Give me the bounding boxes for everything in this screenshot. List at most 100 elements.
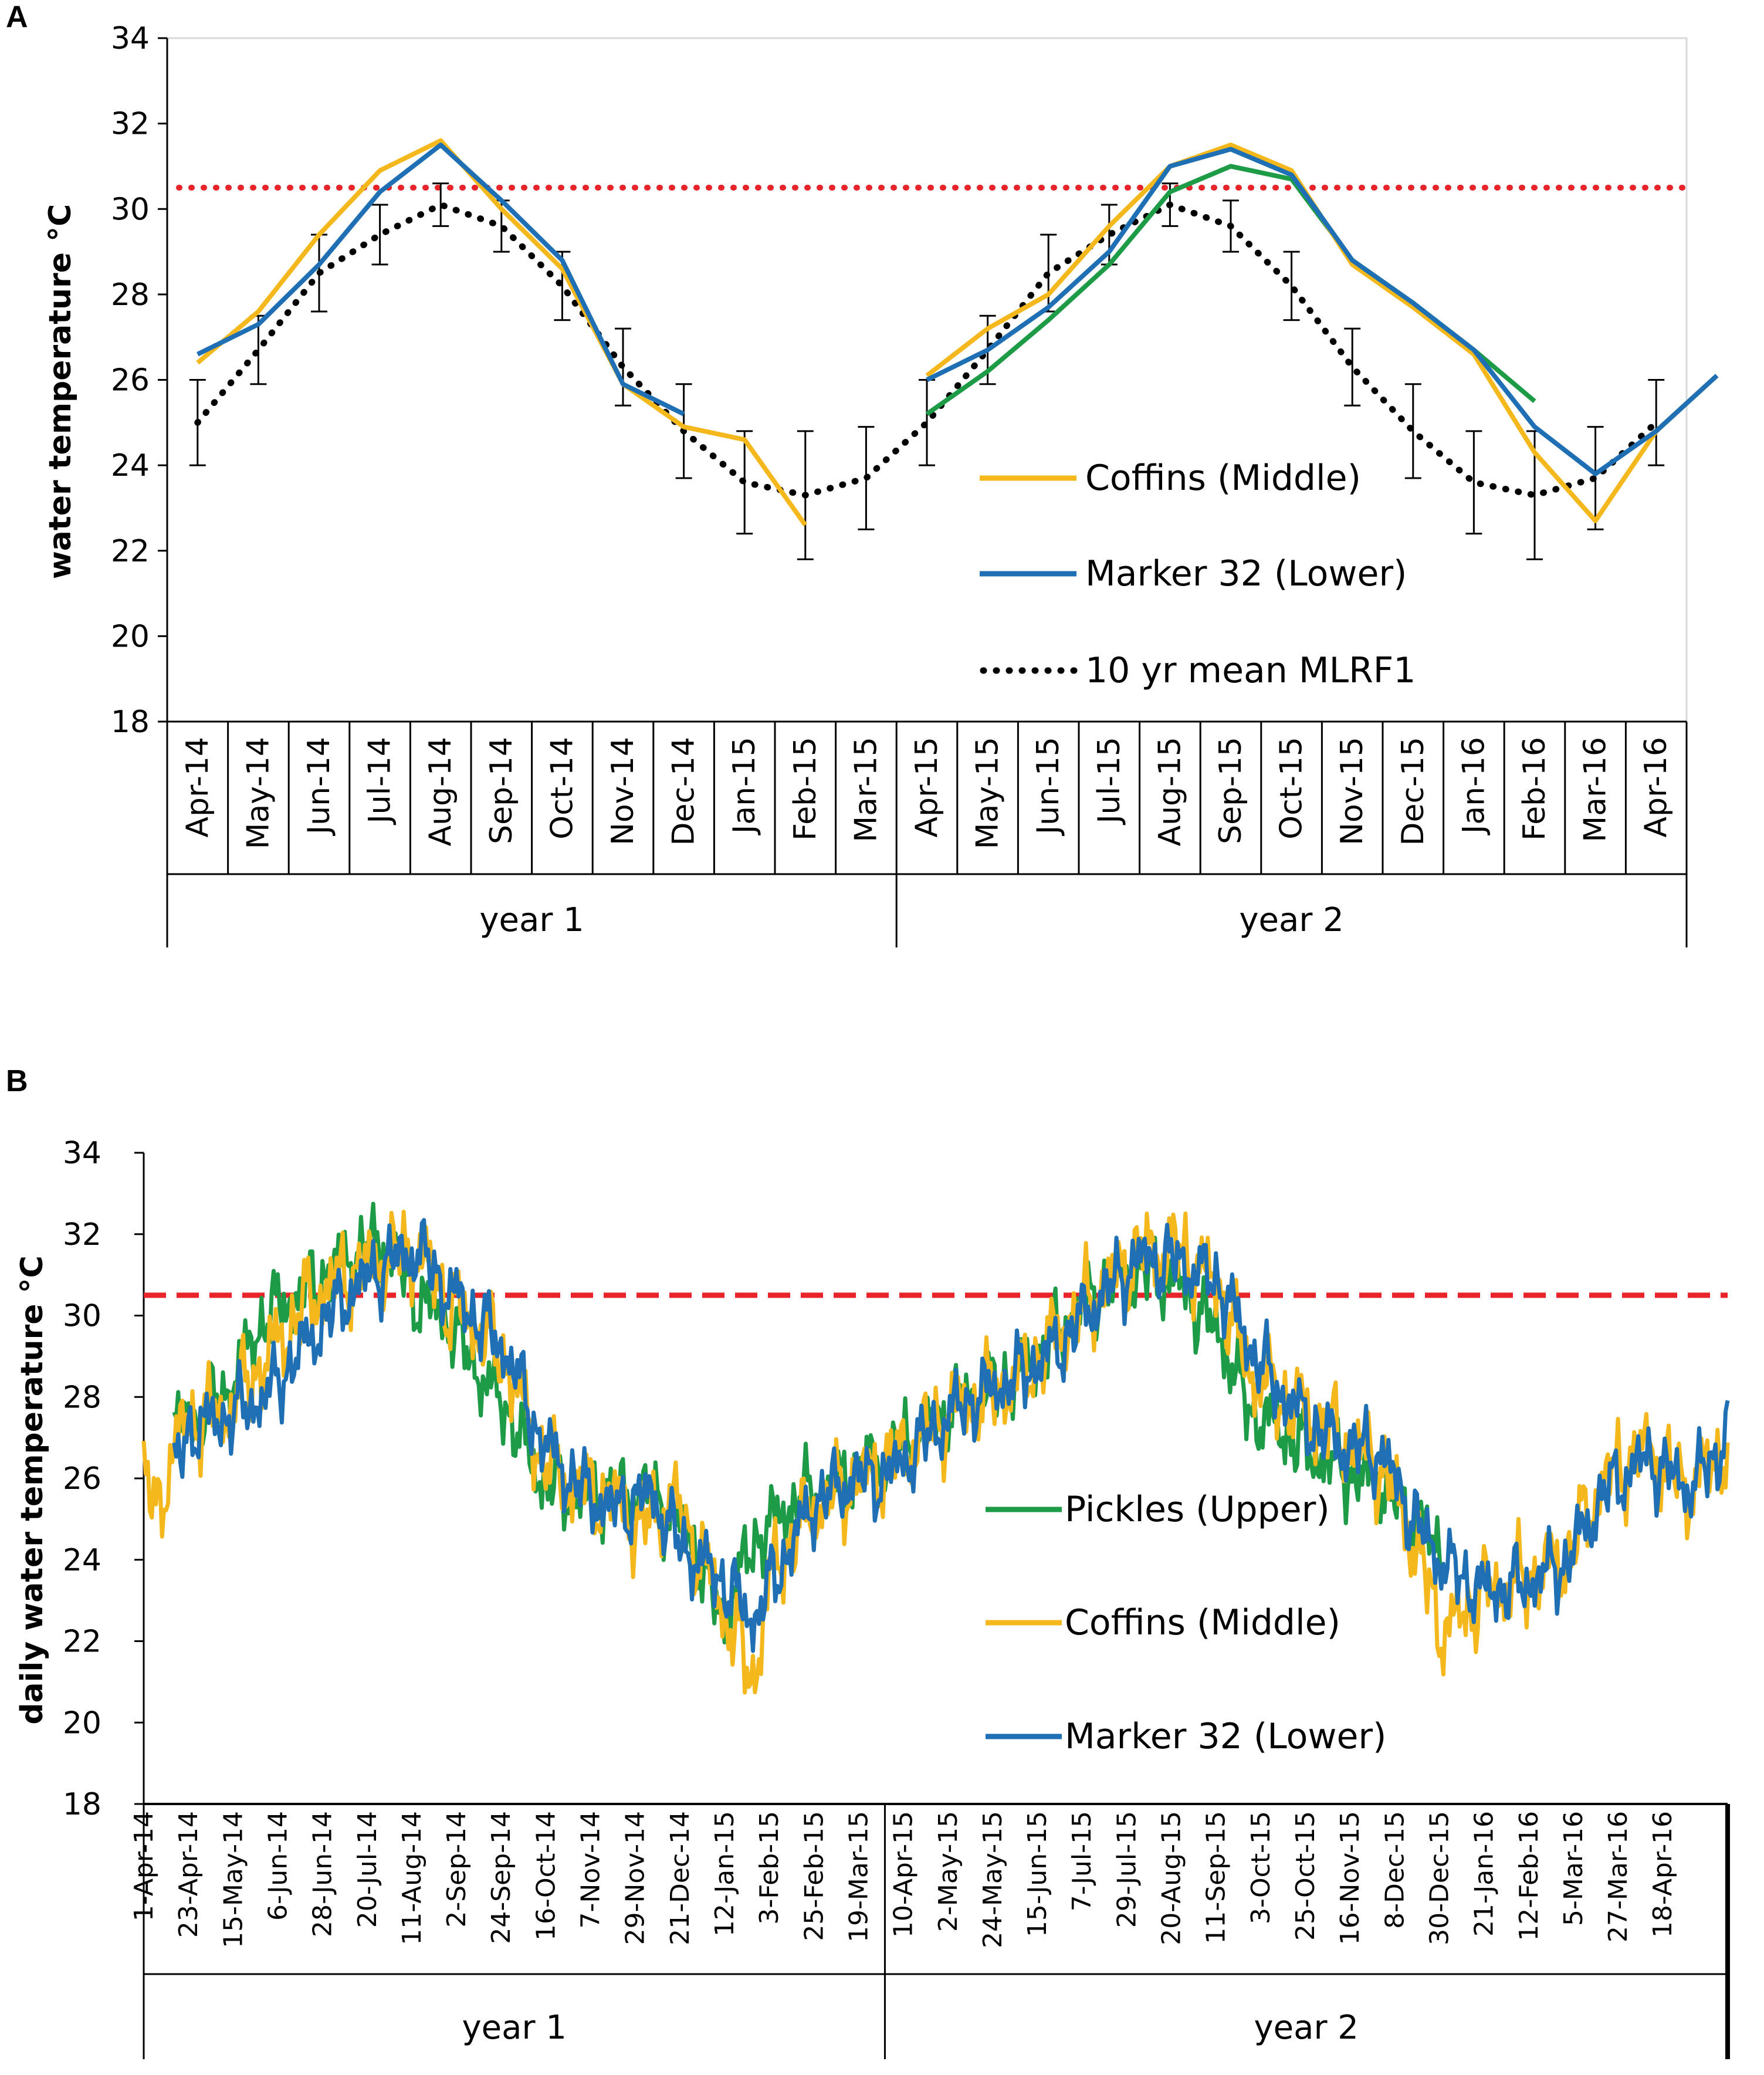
panel-b-x-tick-label: 29-Jul-15 bbox=[1112, 1811, 1142, 1928]
panel-a-x-tick-label: Apr-15 bbox=[909, 737, 944, 838]
panel-a-y-tick-label: 18 bbox=[111, 705, 150, 740]
panel-b-x-tick-label: 19-Mar-15 bbox=[844, 1811, 873, 1942]
panel-a-x-tick-label: Aug-15 bbox=[1152, 737, 1187, 846]
panel-a-x-tick-label: Mar-16 bbox=[1578, 737, 1613, 842]
panel-b-x-tick-label: 1-Apr-14 bbox=[129, 1811, 159, 1921]
panel-a-x-tick-label: Feb-16 bbox=[1517, 737, 1552, 841]
panel-b-x-tick-label: 25-Oct-15 bbox=[1291, 1811, 1321, 1941]
panel-b-x-tick-label: 2-Sep-14 bbox=[442, 1811, 472, 1928]
panel-a-y-tick-label: 32 bbox=[111, 107, 150, 142]
panel-b-x-tick-label: 11-Aug-14 bbox=[397, 1811, 427, 1945]
panel-a-x-tick-label: Jul-14 bbox=[363, 737, 398, 825]
panel-a-y-tick-label: 28 bbox=[111, 277, 150, 313]
panel-a-y-tick-label: 26 bbox=[111, 363, 150, 398]
panel-b-y-tick-label: 22 bbox=[63, 1624, 101, 1660]
panel-a-x-tick-label: Sep-14 bbox=[484, 737, 519, 844]
panel-b-x-tick-label: 8-Dec-15 bbox=[1380, 1811, 1410, 1929]
panel-b-x-tick-label: 7-Nov-14 bbox=[576, 1811, 606, 1928]
panel-b-x-tick-label: 30-Dec-15 bbox=[1424, 1811, 1454, 1945]
panel-b-x-tick-label: 21-Dec-14 bbox=[665, 1811, 695, 1945]
panel-a-x-tick-label: Jun-14 bbox=[302, 737, 337, 836]
panel-a-x-tick-label: Nov-15 bbox=[1335, 737, 1370, 845]
panel-a-series-line-10-yr-mean-mlrf1 bbox=[194, 201, 1660, 499]
panel-b-y-tick-label: 18 bbox=[63, 1787, 101, 1822]
panel-a-legend: Coffins (Middle) Marker 32 (Lower) 10 yr… bbox=[980, 458, 1416, 691]
panel-b-group-label-year2: year 2 bbox=[1254, 2009, 1359, 2047]
panel-b-x-tick-label: 24-May-15 bbox=[978, 1811, 1008, 1948]
panel-a-x-tick-label: Mar-15 bbox=[848, 737, 883, 842]
panel-a-x-tick-label: Jul-15 bbox=[1092, 737, 1127, 825]
panel-a-letter: A bbox=[6, 0, 28, 34]
panel-a-series-line-coffins-middle bbox=[196, 138, 808, 527]
legend-label-marker32-b: Marker 32 (Lower) bbox=[1065, 1716, 1386, 1757]
panel-b-legend: Pickles (Upper) Coffins (Middle) Marker … bbox=[986, 1489, 1386, 1757]
panel-b-series-line-coffins-middle bbox=[141, 1210, 1730, 1695]
panel-b-x-tick-label: 28-Jun-14 bbox=[308, 1811, 338, 1937]
panel-b-x-tick-label: 5-Mar-16 bbox=[1559, 1811, 1589, 1926]
panel-b-letter: B bbox=[6, 1064, 28, 1098]
panel-b-x-tick-label: 3-Oct-15 bbox=[1246, 1811, 1276, 1924]
panel-b-x-tick-label: 24-Sep-14 bbox=[486, 1811, 516, 1944]
panel-b-x-tick-label: 7-Jul-15 bbox=[1067, 1811, 1097, 1911]
panel-b-x-tick-label: 16-Nov-15 bbox=[1335, 1811, 1365, 1945]
panel-b-x-tick-label: 3-Feb-15 bbox=[754, 1811, 784, 1925]
panel-a-x-tick-label: Oct-14 bbox=[544, 737, 580, 840]
legend-label-mlrf1: 10 yr mean MLRF1 bbox=[1085, 650, 1416, 691]
panel-b-y-tick-label: 26 bbox=[63, 1461, 101, 1497]
panel-a-y-tick-label: 20 bbox=[111, 619, 150, 654]
legend-label-coffins-b: Coffins (Middle) bbox=[1065, 1602, 1340, 1643]
panel-b-group-label-year1: year 1 bbox=[462, 2009, 567, 2047]
panel-a-x-tick-label: Jan-15 bbox=[727, 737, 762, 835]
legend-label-marker32: Marker 32 (Lower) bbox=[1085, 553, 1407, 594]
panel-a-group-label-year2: year 2 bbox=[1239, 901, 1343, 939]
panel-a-x-tick-label: Apr-16 bbox=[1638, 737, 1674, 838]
panel-b-y-tick-label: 34 bbox=[63, 1136, 101, 1171]
panel-b-x-tick-label: 23-Apr-14 bbox=[174, 1811, 204, 1938]
panel-a-x-tick-label: Oct-15 bbox=[1274, 737, 1309, 840]
panel-a-x-tick-label: May-14 bbox=[241, 737, 276, 849]
panel-b-x-tick-label: 2-May-15 bbox=[933, 1811, 963, 1932]
panel-a-x-tick-label: Aug-14 bbox=[423, 737, 458, 846]
panel-a-x-tick-label: Feb-15 bbox=[788, 737, 823, 841]
panel-b-x-tick-label: 27-Mar-16 bbox=[1603, 1811, 1633, 1942]
panel-a-y-tick-label: 30 bbox=[111, 192, 150, 227]
panel-b-y-tick-label: 20 bbox=[63, 1705, 101, 1741]
panel-a-group-label-year1: year 1 bbox=[479, 901, 584, 939]
legend-label-pickles: Pickles (Upper) bbox=[1065, 1489, 1330, 1530]
panel-b-x-tick-label: 6-Jun-14 bbox=[263, 1811, 293, 1921]
panel-b-series-line-marker-32-lower bbox=[172, 1218, 1730, 1653]
panel-b-x-tick-label: 10-Apr-15 bbox=[889, 1811, 919, 1938]
panel-a: A 18 20 22 24 26 28 30 32 34 water temperature °C… bbox=[6, 0, 1719, 947]
panel-a-y-tick-label: 22 bbox=[111, 534, 150, 569]
panel-b-y-tick-label: 32 bbox=[63, 1217, 101, 1253]
panel-a-x-tick-label: Jan-16 bbox=[1456, 737, 1491, 835]
panel-a-series-line-marker-32-lower bbox=[926, 147, 1719, 476]
panel-b-y-tick-label: 24 bbox=[63, 1543, 101, 1578]
panel-a-x-tick-label: Apr-14 bbox=[180, 737, 215, 838]
panel-b-x-tick-label: 15-Jun-15 bbox=[1022, 1811, 1052, 1937]
panel-b-y-axis-label: daily water temperature °C bbox=[15, 1255, 50, 1725]
legend-label-coffins: Coffins (Middle) bbox=[1085, 458, 1361, 499]
panel-a-y-tick-label: 24 bbox=[111, 448, 150, 483]
panel-a-y-axis-label: water temperature °C bbox=[43, 204, 78, 580]
panel-a-x-tick-label: Dec-15 bbox=[1396, 737, 1431, 846]
panel-a-x-tick-label: Dec-14 bbox=[666, 737, 702, 846]
panel-b-x-tick-label: 16-Oct-14 bbox=[531, 1811, 561, 1941]
panel-b-x-tick-label: 11-Sep-15 bbox=[1201, 1811, 1231, 1944]
panel-b-x-tick-label: 12-Feb-16 bbox=[1514, 1811, 1544, 1941]
panel-b-x-tick-label: 15-May-14 bbox=[218, 1811, 248, 1948]
panel-b-x-tick-label: 20-Jul-14 bbox=[353, 1811, 382, 1928]
panel-b-x-tick-label: 20-Aug-15 bbox=[1157, 1811, 1187, 1945]
panel-b-y-tick-label: 28 bbox=[63, 1380, 101, 1415]
panel-a-series-line-marker-32-lower bbox=[197, 143, 685, 417]
panel-b-x-tick-label: 21-Jan-16 bbox=[1470, 1811, 1499, 1937]
panel-b-x-tick-label: 25-Feb-15 bbox=[799, 1811, 829, 1941]
panel-b-x-tick-label: 29-Nov-14 bbox=[621, 1811, 651, 1945]
panel-b: B 18 20 22 24 26 28 30 32 34 daily water temperat… bbox=[6, 1064, 1730, 2059]
panel-a-x-tick-label: Nov-14 bbox=[605, 737, 641, 845]
panel-a-y-tick-label: 34 bbox=[111, 21, 150, 56]
panel-a-x-tick-label: Sep-15 bbox=[1213, 737, 1248, 844]
panel-b-x-tick-label: 12-Jan-15 bbox=[710, 1811, 740, 1937]
panel-b-x-tick-label: 18-Apr-16 bbox=[1648, 1811, 1678, 1938]
